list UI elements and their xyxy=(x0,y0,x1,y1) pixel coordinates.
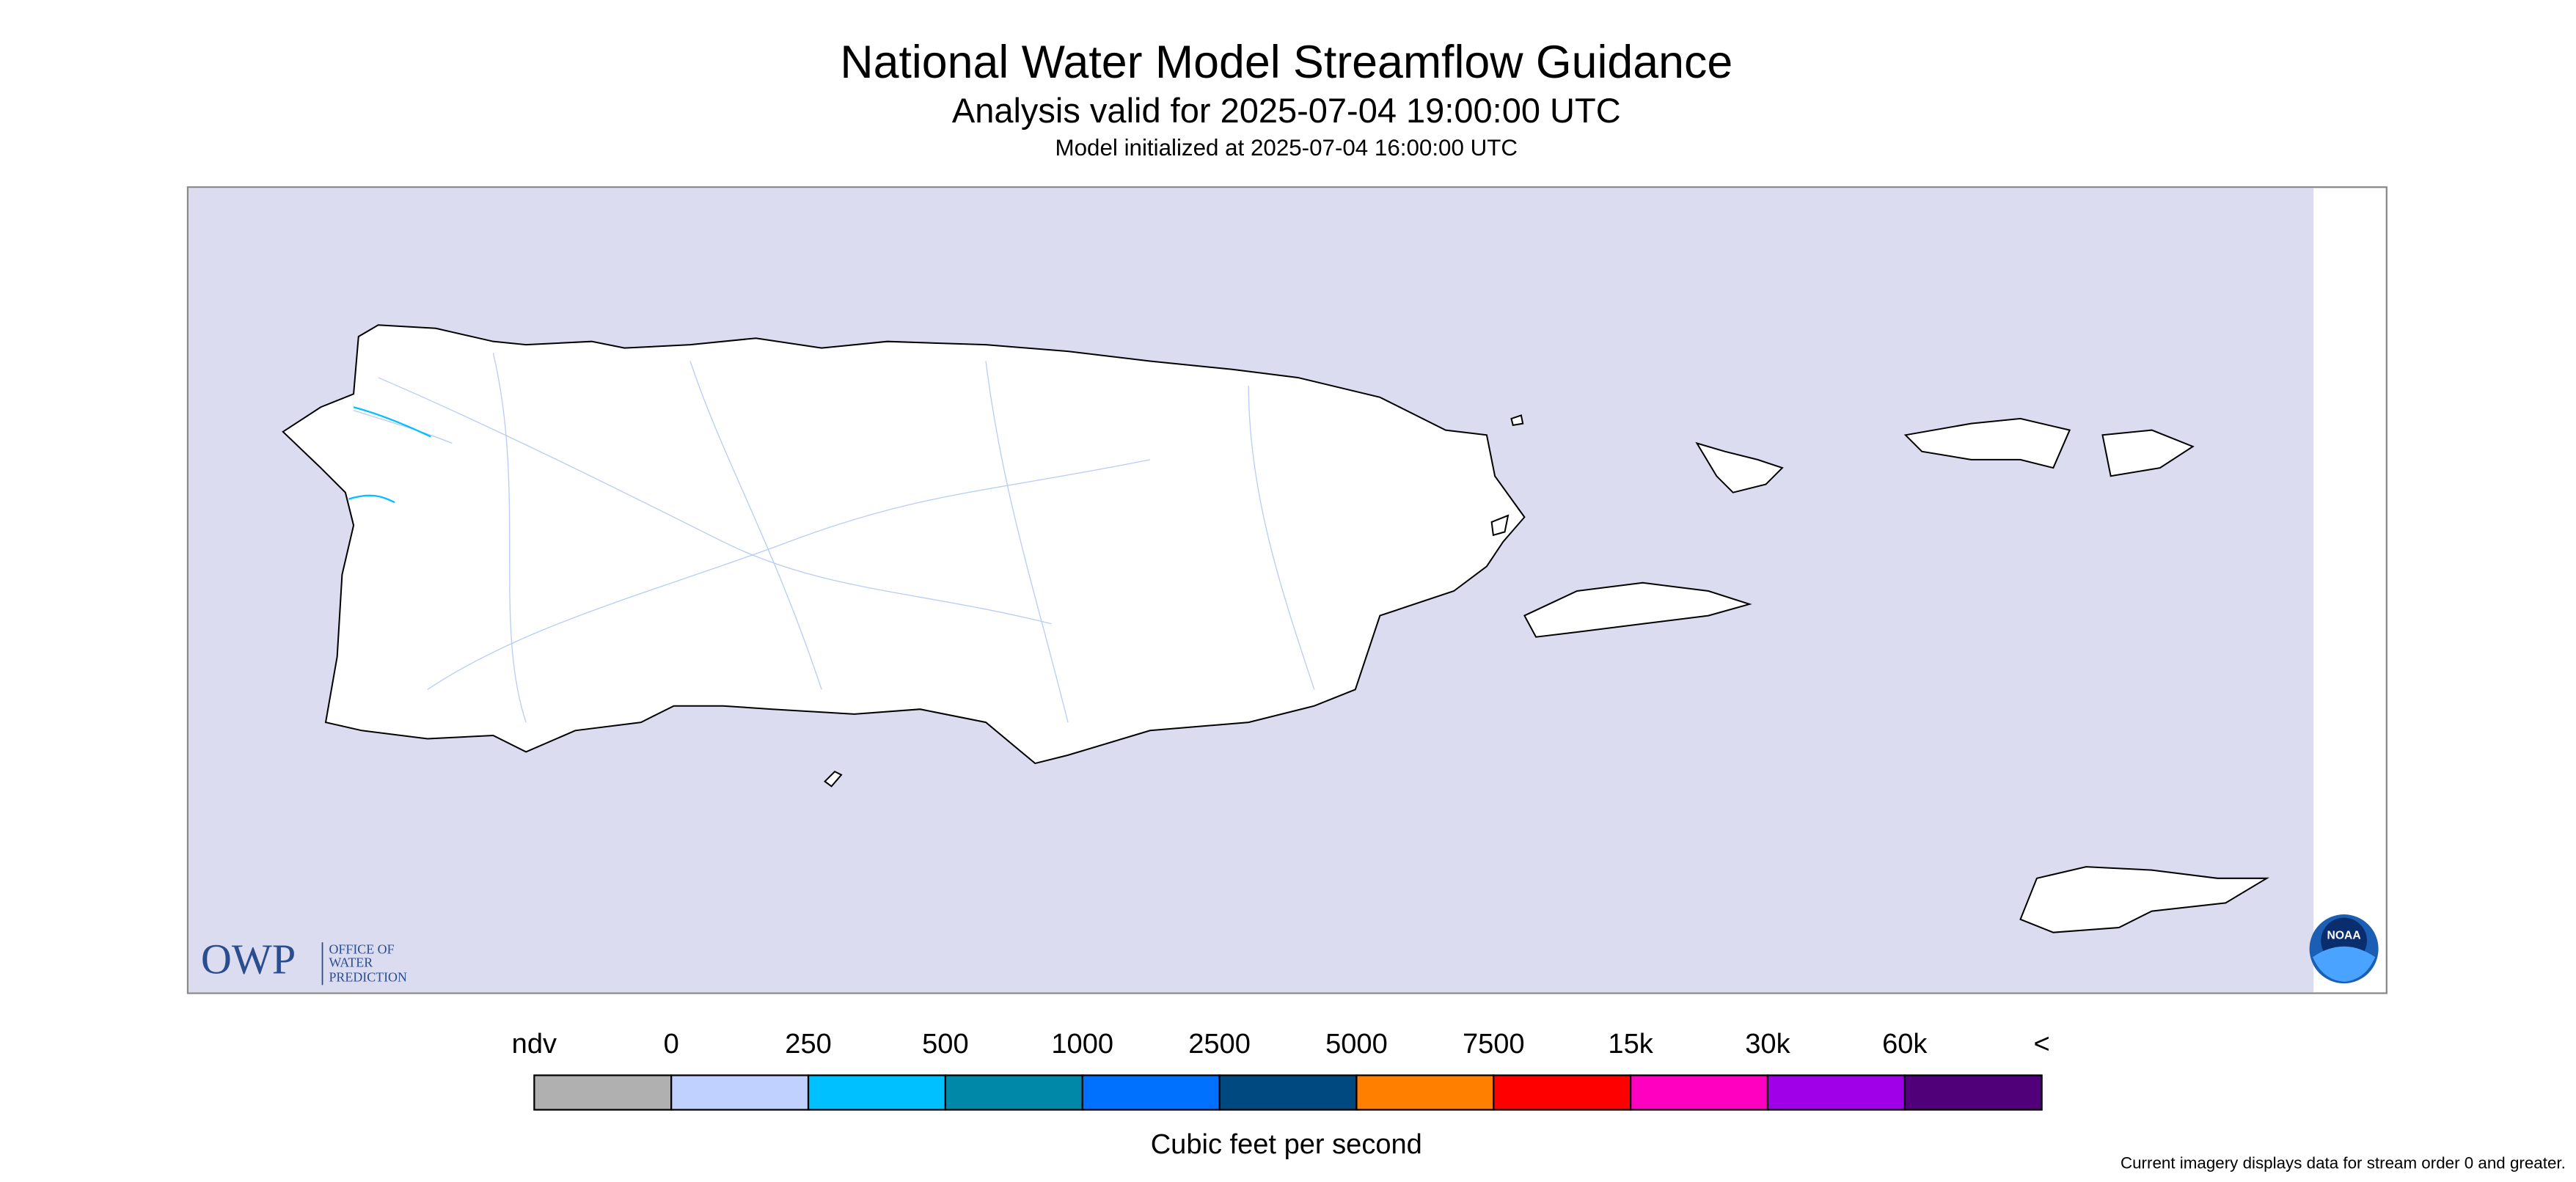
legend-label: 5000 xyxy=(1325,1029,1388,1060)
legend: ndv 0 250 500 1000 2500 5000 7500 15k 30k 60k < xyxy=(512,1029,2050,1111)
legend-label: 15k xyxy=(1608,1029,1653,1060)
islet xyxy=(824,771,843,788)
legend-swatch xyxy=(1355,1074,1495,1111)
st-john xyxy=(2101,429,2195,477)
owp-logo: OWP xyxy=(201,936,296,983)
legend-swatch xyxy=(1766,1074,1906,1111)
legend-label: 30k xyxy=(1745,1029,1790,1060)
vieques xyxy=(1523,581,1752,638)
footnote: Current imagery displays data for stream… xyxy=(2121,1153,2566,1172)
legend-swatch xyxy=(533,1074,673,1111)
title: National Water Model Streamflow Guidance xyxy=(840,37,1732,88)
legend-swatch xyxy=(1493,1074,1632,1111)
owp-logo-line: PREDICTION xyxy=(329,969,407,984)
legend-swatch xyxy=(1081,1074,1221,1111)
legend-label: 500 xyxy=(922,1029,968,1060)
legend-label: 250 xyxy=(785,1029,831,1060)
legend-label: < xyxy=(2034,1029,2050,1060)
legend-label: 0 xyxy=(664,1029,679,1060)
legend-label: 60k xyxy=(1882,1029,1928,1060)
legend-swatch xyxy=(670,1074,810,1111)
legend-label: 2500 xyxy=(1188,1029,1251,1060)
noaa-label: NOAA xyxy=(2327,929,2361,941)
legend-swatch xyxy=(1218,1074,1358,1111)
legend-label: ndv xyxy=(512,1029,557,1060)
st-croix xyxy=(2019,866,2270,933)
legend-swatch xyxy=(1903,1074,2043,1111)
puerto-rico xyxy=(282,324,1526,765)
legend-swatch xyxy=(944,1074,1083,1111)
init-time: Model initialized at 2025-07-04 16:00:00… xyxy=(1055,135,1518,161)
st-thomas xyxy=(1903,417,2071,469)
legend-swatch xyxy=(1629,1074,1769,1111)
islet xyxy=(1510,414,1524,427)
subtitle: Analysis valid for 2025-07-04 19:00:00 U… xyxy=(952,91,1621,130)
legend-unit: Cubic feet per second xyxy=(1151,1129,1422,1160)
legend-swatch xyxy=(807,1074,947,1111)
culebra xyxy=(1695,441,1784,493)
map: OWP OFFICE OF WATER PREDICTION NOAA xyxy=(186,186,2387,994)
owp-logo-line: OFFICE OF xyxy=(329,941,394,956)
owp-logo-line: WATER xyxy=(329,955,373,969)
legend-label: 1000 xyxy=(1051,1029,1113,1060)
rivers xyxy=(348,353,1315,723)
islet xyxy=(1490,514,1510,537)
legend-label: 7500 xyxy=(1463,1029,1525,1060)
